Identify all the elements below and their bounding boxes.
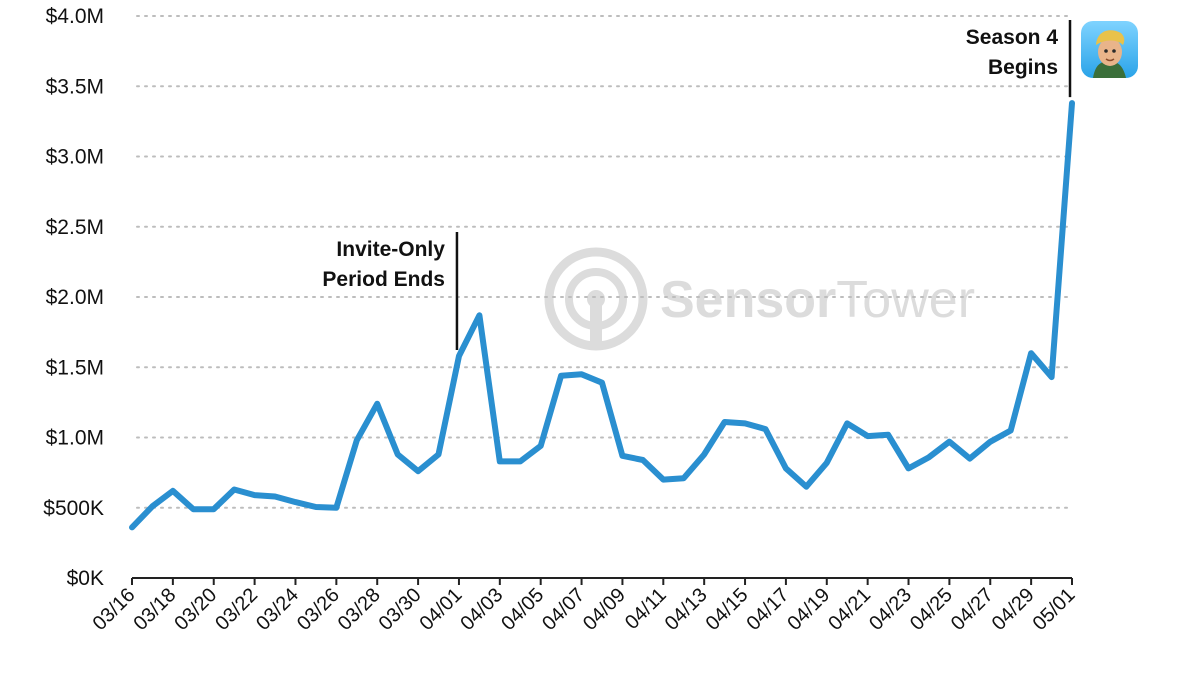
y-tick-label: $3.0M: [46, 146, 104, 169]
x-tick-label: 04/27: [947, 584, 998, 635]
x-tick-label: 04/21: [824, 584, 875, 635]
y-tick-label: $3.5M: [46, 75, 104, 98]
x-tick-label: 04/17: [742, 584, 793, 635]
annotation-label: Invite-Only: [336, 238, 445, 261]
y-tick-label: $0K: [67, 567, 104, 590]
x-tick-label: 04/03: [456, 584, 507, 635]
x-tick-label: 03/26: [293, 584, 344, 635]
x-tick-label: 04/19: [783, 584, 834, 635]
x-tick-label: 04/29: [988, 584, 1039, 635]
y-tick-label: $1.5M: [46, 356, 104, 379]
x-tick-label: 03/16: [89, 584, 140, 635]
x-tick-label: 05/01: [1029, 584, 1080, 635]
y-tick-label: $2.0M: [46, 286, 104, 309]
x-tick-label: 04/05: [497, 584, 548, 635]
x-tick-label: 03/18: [129, 584, 180, 635]
watermark-text: SensorTower: [660, 271, 975, 329]
x-tick-label: 04/09: [579, 584, 630, 635]
x-tick-label: 03/20: [170, 584, 221, 635]
grid-lines: [136, 15, 1073, 509]
annotation-label: Period Ends: [322, 268, 445, 291]
x-tick-label: 04/07: [538, 584, 589, 635]
x-axis: 03/1603/1803/2003/2203/2403/2603/2803/30…: [89, 577, 1080, 635]
x-tick-label: 04/15: [702, 584, 753, 635]
annotation-label: Season 4: [966, 26, 1059, 49]
x-tick-label: 03/28: [334, 584, 385, 635]
x-tick-label: 04/11: [621, 584, 671, 634]
annotation-label: Begins: [988, 56, 1058, 79]
x-tick-label: 03/24: [252, 584, 303, 635]
sensortower-watermark: SensorTower: [544, 247, 975, 351]
x-tick-label: 04/01: [416, 584, 467, 635]
game-app-icon: [1081, 21, 1138, 78]
y-tick-label: $4.0M: [46, 5, 104, 28]
x-tick-label: 04/23: [865, 584, 916, 635]
y-tick-label: $1.0M: [46, 427, 104, 450]
y-tick-label: $2.5M: [46, 216, 104, 239]
series-line: [129, 100, 1075, 531]
x-tick-label: 04/13: [661, 584, 712, 635]
x-tick-label: 04/25: [906, 584, 957, 635]
sensortower-logo-icon: [544, 247, 648, 351]
x-tick-label: 03/30: [375, 584, 426, 635]
annotations: Invite-Only Period Ends Season 4 Begins: [322, 20, 1072, 351]
series-layer: [129, 100, 1075, 531]
y-tick-label: $500K: [43, 497, 104, 520]
x-tick-label: 03/22: [211, 584, 262, 635]
y-axis: $0K $500K $1.0M $1.5M $2.0M $2.5M $3.0M $3.5M $4…: [43, 5, 104, 590]
